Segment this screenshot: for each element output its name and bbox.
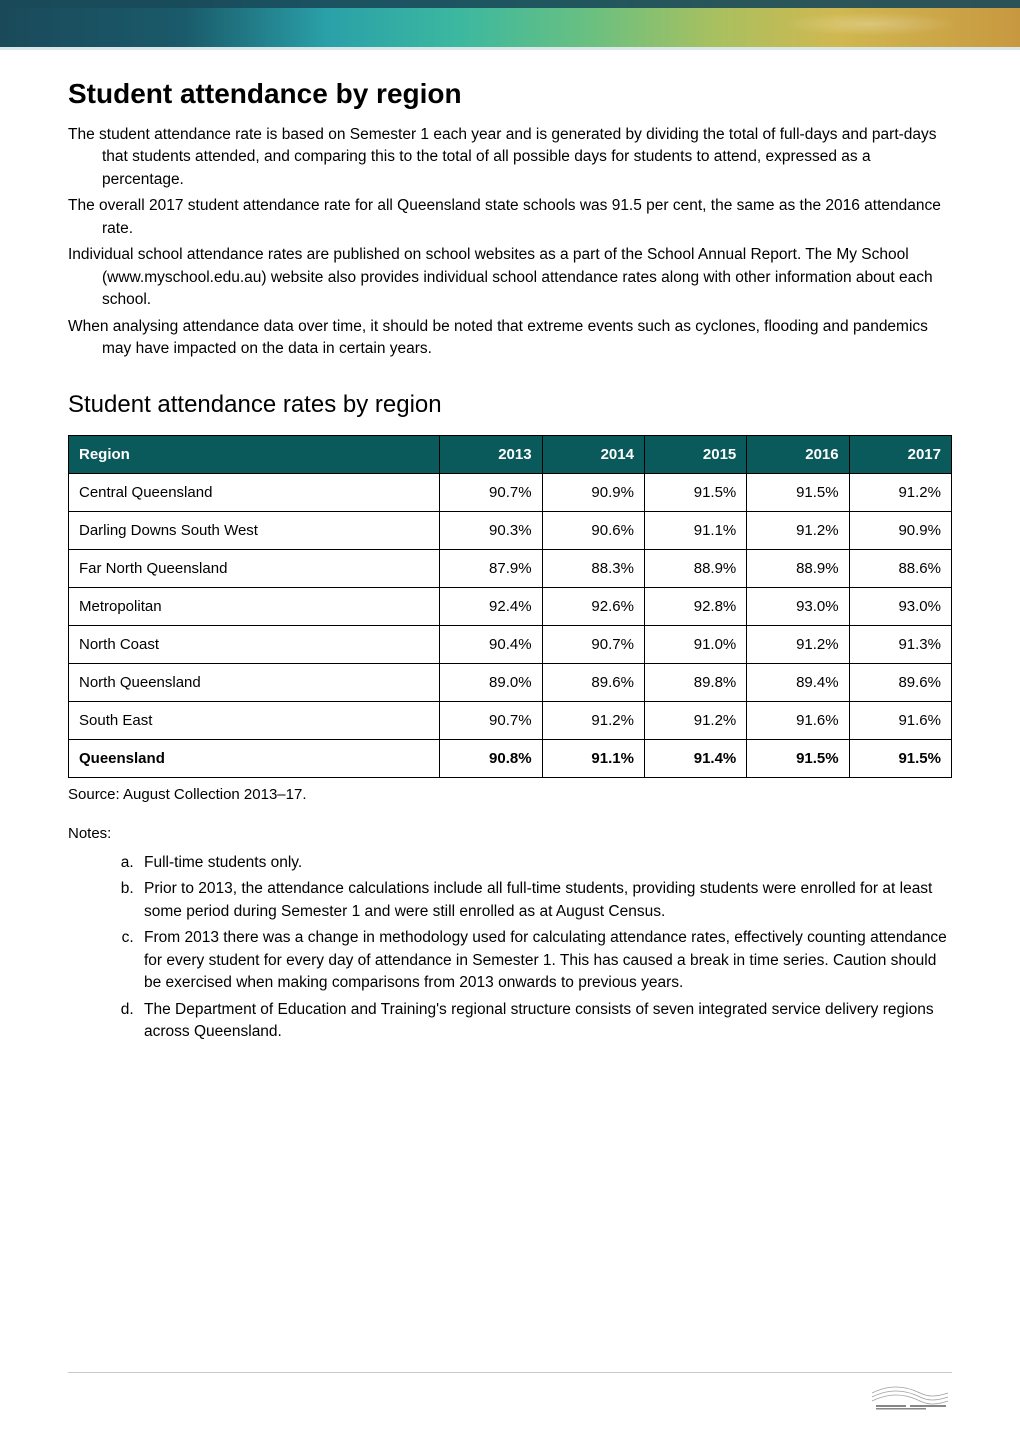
row-value: 90.7% <box>440 473 542 511</box>
row-value: 91.0% <box>644 625 746 663</box>
intro-paragraph: Individual school attendance rates are p… <box>68 244 952 311</box>
row-label: Far North Queensland <box>69 549 440 587</box>
row-value: 91.1% <box>542 739 644 777</box>
table-header-row: Region 2013 2014 2015 2016 2017 <box>69 435 952 473</box>
table-row: Darling Downs South West90.3%90.6%91.1%9… <box>69 511 952 549</box>
row-value: 89.0% <box>440 663 542 701</box>
row-value: 88.9% <box>747 549 849 587</box>
intro-paragraph: The student attendance rate is based on … <box>68 124 952 191</box>
row-value: 92.8% <box>644 587 746 625</box>
note-item: From 2013 there was a change in methodol… <box>138 927 952 994</box>
row-value: 91.5% <box>747 739 849 777</box>
intro-block: The student attendance rate is based on … <box>68 124 952 361</box>
col-header-year: 2014 <box>542 435 644 473</box>
row-value: 93.0% <box>849 587 951 625</box>
row-label: Central Queensland <box>69 473 440 511</box>
table-row: Far North Queensland87.9%88.3%88.9%88.9%… <box>69 549 952 587</box>
row-value: 89.6% <box>849 663 951 701</box>
row-value: 89.6% <box>542 663 644 701</box>
note-item: Prior to 2013, the attendance calculatio… <box>138 878 952 923</box>
row-value: 90.4% <box>440 625 542 663</box>
row-value: 93.0% <box>747 587 849 625</box>
row-value: 91.6% <box>747 701 849 739</box>
row-value: 91.1% <box>644 511 746 549</box>
row-value: 91.5% <box>849 739 951 777</box>
note-item: The Department of Education and Training… <box>138 999 952 1044</box>
row-value: 90.9% <box>849 511 951 549</box>
table-row: Queensland90.8%91.1%91.4%91.5%91.5% <box>69 739 952 777</box>
notes-label: Notes: <box>68 825 952 842</box>
page-title: Student attendance by region <box>68 78 952 110</box>
intro-paragraph: The overall 2017 student attendance rate… <box>68 195 952 240</box>
source-line: Source: August Collection 2013–17. <box>68 786 952 803</box>
row-label: North Queensland <box>69 663 440 701</box>
row-value: 88.9% <box>644 549 746 587</box>
table-row: Central Queensland90.7%90.9%91.5%91.5%91… <box>69 473 952 511</box>
row-value: 90.8% <box>440 739 542 777</box>
col-header-year: 2015 <box>644 435 746 473</box>
row-value: 92.4% <box>440 587 542 625</box>
col-header-year: 2013 <box>440 435 542 473</box>
row-label: Darling Downs South West <box>69 511 440 549</box>
col-header-region: Region <box>69 435 440 473</box>
row-value: 91.2% <box>849 473 951 511</box>
row-value: 90.9% <box>542 473 644 511</box>
row-value: 91.2% <box>747 625 849 663</box>
row-value: 91.2% <box>747 511 849 549</box>
row-label: South East <box>69 701 440 739</box>
note-item: Full-time students only. <box>138 852 952 874</box>
notes-list: Full-time students only. Prior to 2013, … <box>68 852 952 1044</box>
row-label: Metropolitan <box>69 587 440 625</box>
row-value: 91.2% <box>644 701 746 739</box>
row-value: 87.9% <box>440 549 542 587</box>
row-label: Queensland <box>69 739 440 777</box>
row-value: 91.2% <box>542 701 644 739</box>
col-header-year: 2017 <box>849 435 951 473</box>
row-label: North Coast <box>69 625 440 663</box>
table-heading: Student attendance rates by region <box>68 391 952 419</box>
row-value: 91.3% <box>849 625 951 663</box>
table-row: North Coast90.4%90.7%91.0%91.2%91.3% <box>69 625 952 663</box>
col-header-year: 2016 <box>747 435 849 473</box>
row-value: 88.6% <box>849 549 951 587</box>
row-value: 91.5% <box>644 473 746 511</box>
row-value: 90.7% <box>440 701 542 739</box>
row-value: 91.5% <box>747 473 849 511</box>
row-value: 92.6% <box>542 587 644 625</box>
page: Student attendance by region The student… <box>0 0 1020 1443</box>
table-row: North Queensland89.0%89.6%89.8%89.4%89.6… <box>69 663 952 701</box>
attendance-table: Region 2013 2014 2015 2016 2017 Central … <box>68 435 952 778</box>
table-row: South East90.7%91.2%91.2%91.6%91.6% <box>69 701 952 739</box>
table-row: Metropolitan92.4%92.6%92.8%93.0%93.0% <box>69 587 952 625</box>
row-value: 89.4% <box>747 663 849 701</box>
header-banner <box>0 0 1020 50</box>
row-value: 91.6% <box>849 701 951 739</box>
row-value: 90.3% <box>440 511 542 549</box>
footer-rule <box>68 1372 952 1373</box>
row-value: 90.7% <box>542 625 644 663</box>
footer-logo-icon <box>870 1383 950 1411</box>
row-value: 90.6% <box>542 511 644 549</box>
table-body: Central Queensland90.7%90.9%91.5%91.5%91… <box>69 473 952 777</box>
intro-paragraph: When analysing attendance data over time… <box>68 316 952 361</box>
row-value: 89.8% <box>644 663 746 701</box>
row-value: 91.4% <box>644 739 746 777</box>
row-value: 88.3% <box>542 549 644 587</box>
